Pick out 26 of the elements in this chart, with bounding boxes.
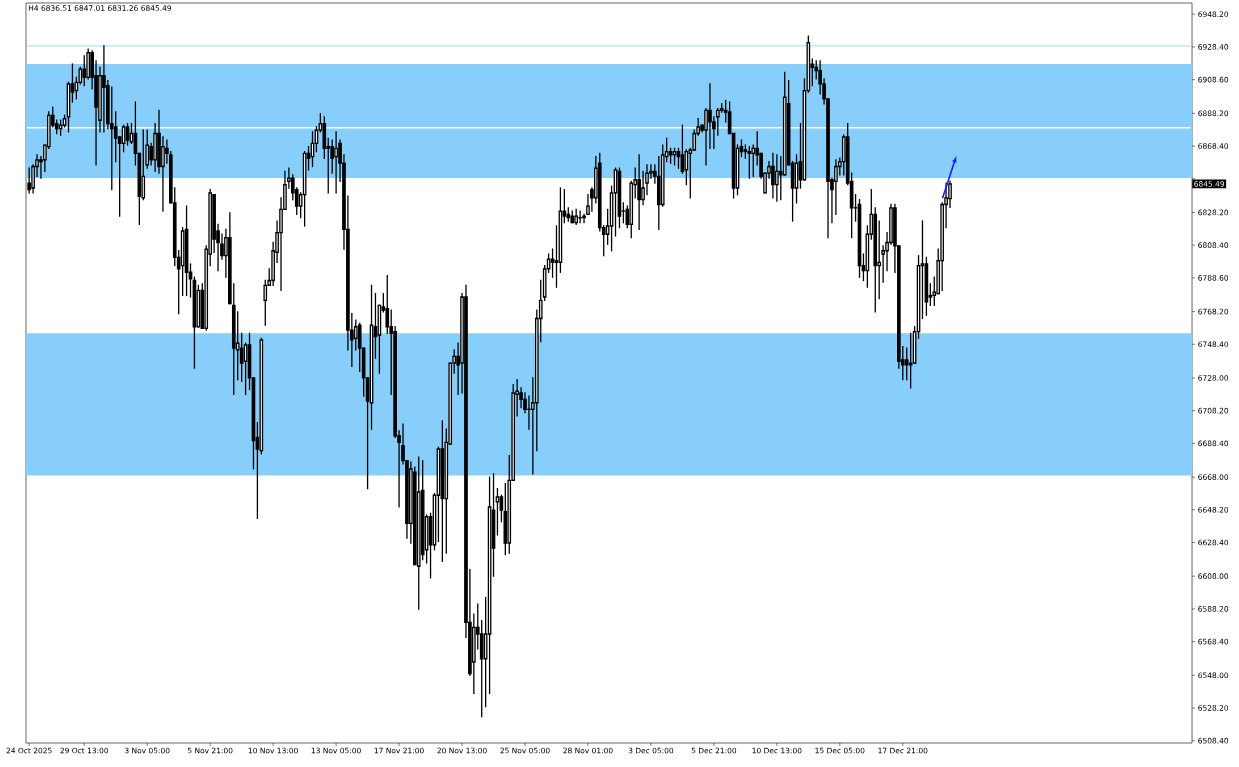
candlestick xyxy=(834,159,838,216)
candlestick xyxy=(109,86,114,191)
candlestick xyxy=(656,155,661,230)
candlestick xyxy=(692,129,697,151)
candlestick xyxy=(393,326,397,439)
candlestick xyxy=(212,193,216,254)
candlestick xyxy=(586,193,590,216)
candlestick xyxy=(416,456,421,610)
candlestick xyxy=(948,180,952,209)
candlestick xyxy=(228,212,232,305)
candlestick xyxy=(775,154,779,202)
candlestick xyxy=(637,154,641,230)
candlestick xyxy=(263,279,268,326)
candlestick xyxy=(54,119,59,135)
candlestick xyxy=(751,144,756,178)
candlestick xyxy=(708,83,712,149)
candlestick xyxy=(660,144,665,207)
candlestick xyxy=(716,108,720,136)
candlestick xyxy=(377,304,382,374)
candlestick xyxy=(645,164,649,196)
candlestick xyxy=(771,152,775,199)
candlestick xyxy=(747,146,752,179)
candlestick xyxy=(106,79,110,130)
candlestick xyxy=(334,131,338,194)
candlestick xyxy=(161,136,165,212)
candlestick xyxy=(102,45,106,133)
